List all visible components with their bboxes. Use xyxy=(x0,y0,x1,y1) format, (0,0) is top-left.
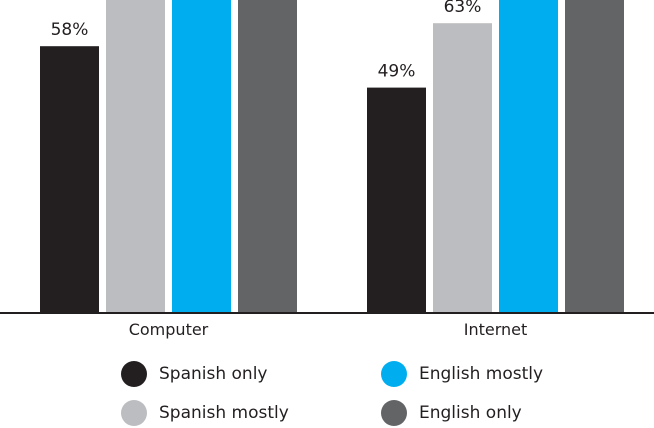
data-label-computer-spanish-only: 58% xyxy=(51,20,89,40)
category-labels-layer: Computer Internet xyxy=(129,320,528,339)
bar-computer-spanish-only xyxy=(40,46,99,313)
bars-layer xyxy=(40,0,624,314)
data-label-internet-spanish-only: 49% xyxy=(378,62,416,82)
bar-computer-english-only xyxy=(238,0,297,313)
bar-internet-english-mostly xyxy=(499,0,558,314)
category-label-internet: Internet xyxy=(464,320,528,339)
bar-internet-spanish-only xyxy=(367,87,426,313)
bar-internet-spanish-mostly xyxy=(433,23,492,313)
bar-internet-english-only xyxy=(565,0,624,313)
data-labels-layer: 58%73%77%78%49%63%71%70% xyxy=(51,0,482,82)
data-label-internet-spanish-mostly: 63% xyxy=(444,0,482,17)
bar-computer-spanish-mostly xyxy=(106,0,165,313)
category-label-computer: Computer xyxy=(129,320,209,339)
bar-computer-english-mostly xyxy=(172,0,231,314)
